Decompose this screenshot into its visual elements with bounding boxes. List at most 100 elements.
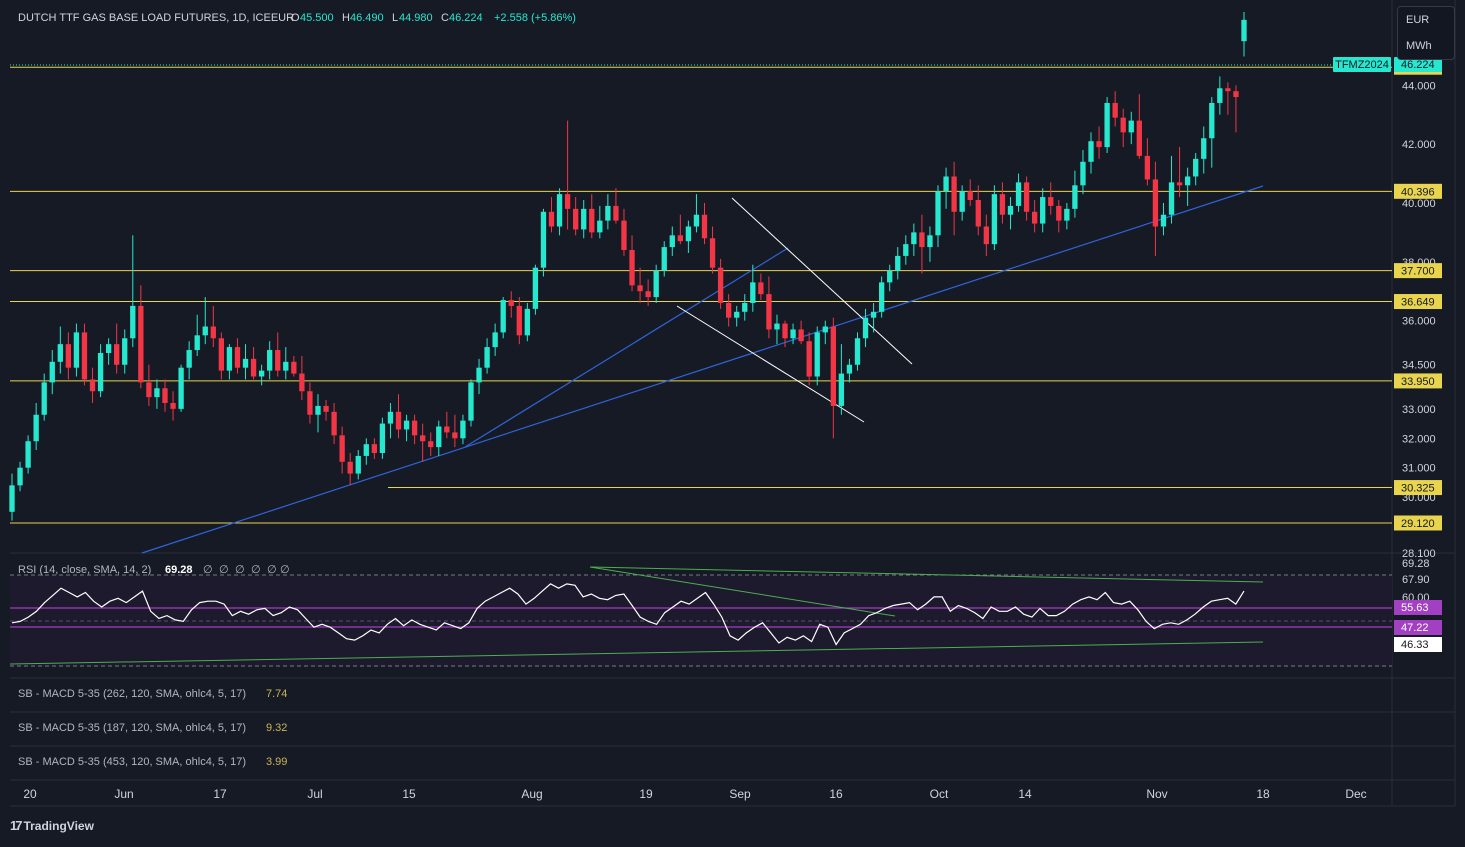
candle-body bbox=[1023, 182, 1030, 212]
candle-body bbox=[267, 350, 273, 371]
candle-body bbox=[605, 205, 611, 221]
candle-body bbox=[146, 382, 152, 398]
channel-line-upper bbox=[731, 197, 913, 365]
candle-body bbox=[1168, 182, 1175, 215]
candle-body bbox=[669, 235, 675, 248]
low-label: L bbox=[392, 12, 398, 24]
candle-body bbox=[532, 267, 539, 309]
candle-body bbox=[822, 326, 828, 333]
rsi-band-tag-upper: 55.63 bbox=[1401, 602, 1429, 614]
rsi-placeholder-1: ∅ bbox=[203, 564, 213, 576]
time-axis-label: Dec bbox=[1345, 787, 1366, 801]
candle-body bbox=[65, 344, 72, 368]
rsi-divergence-line-3 bbox=[9, 641, 1264, 665]
candle-body bbox=[878, 282, 885, 312]
candle-body bbox=[315, 405, 321, 415]
candle-body bbox=[911, 232, 917, 245]
candle-body bbox=[758, 282, 764, 295]
candle-body bbox=[468, 382, 474, 421]
candle-body bbox=[1031, 211, 1038, 224]
candle-body bbox=[967, 191, 973, 201]
candle-body bbox=[226, 347, 233, 371]
candle-body bbox=[436, 426, 442, 448]
candle-body bbox=[299, 373, 305, 392]
candle-body bbox=[460, 420, 466, 439]
close-label: C bbox=[441, 12, 449, 24]
candle-body bbox=[242, 358, 249, 368]
candle-body bbox=[258, 370, 265, 377]
candle-body bbox=[210, 326, 216, 339]
candle-body bbox=[1201, 138, 1207, 159]
candle-body bbox=[1152, 179, 1159, 227]
candle-body bbox=[73, 332, 80, 368]
candle-body bbox=[138, 305, 144, 383]
candle-body bbox=[363, 444, 369, 456]
candle-body bbox=[806, 341, 812, 377]
header-legend: DUTCH TTF GAS BASE LOAD FUTURES, 1D, ICE… bbox=[18, 12, 576, 24]
candle-body bbox=[524, 308, 531, 336]
macd-3-value: 3.99 bbox=[266, 756, 287, 768]
time-axis-label: Jun bbox=[114, 787, 133, 801]
candles bbox=[9, 12, 1247, 521]
candle-body bbox=[1064, 208, 1070, 221]
candle-body bbox=[97, 352, 104, 392]
candle-body bbox=[999, 194, 1006, 215]
candle-body bbox=[403, 420, 410, 430]
rsi-axis-label-2: 67.90 bbox=[1402, 574, 1430, 586]
time-axis[interactable]: 20 Jun 17 Jul 15 Aug 19 Sep 16 Oct 14 Nov 18 Dec bbox=[23, 787, 1366, 801]
candle-body bbox=[540, 211, 547, 268]
price-axis-label: 44.000 bbox=[1402, 80, 1436, 92]
candle-body bbox=[1040, 197, 1046, 224]
candle-body bbox=[661, 247, 667, 271]
candle-body bbox=[790, 329, 796, 339]
rsi-placeholder-3: ∅ bbox=[235, 564, 245, 576]
candle-body bbox=[1015, 182, 1022, 206]
level-tag-bg bbox=[1394, 373, 1442, 389]
candle-body bbox=[1136, 120, 1142, 156]
candle-body bbox=[57, 344, 63, 362]
candle-body bbox=[830, 326, 836, 406]
candle-body bbox=[428, 441, 434, 448]
candle-body bbox=[122, 338, 128, 365]
measure-unit[interactable]: MWh bbox=[1406, 40, 1432, 52]
open-label: O bbox=[291, 12, 300, 24]
candle-body bbox=[581, 208, 587, 230]
rsi-pane bbox=[9, 566, 1392, 667]
open-value: 45.500 bbox=[300, 12, 334, 24]
currency-unit[interactable]: EUR bbox=[1406, 14, 1430, 26]
candle-body bbox=[548, 211, 555, 227]
level-tag-bg bbox=[1394, 294, 1442, 310]
candle-body bbox=[693, 214, 700, 227]
candle-body bbox=[105, 344, 112, 353]
candle-body bbox=[685, 226, 692, 242]
time-axis-label: Oct bbox=[930, 787, 949, 801]
candle-body bbox=[959, 191, 965, 212]
unit-selector[interactable]: EUR MWh bbox=[1397, 6, 1455, 60]
time-axis-label: Jul bbox=[307, 787, 322, 801]
candle-body bbox=[717, 267, 724, 303]
rsi-placeholder-6: ∅ bbox=[280, 564, 290, 576]
price-axis-label: 32.000 bbox=[1402, 433, 1436, 445]
tradingview-name: TradingView bbox=[23, 818, 94, 833]
last-price-tags: TFMZ2024 46.224 bbox=[1333, 57, 1442, 72]
rsi-value: 69.28 bbox=[165, 564, 193, 576]
candle-body bbox=[782, 323, 788, 339]
candle-body bbox=[49, 361, 55, 383]
candle-body bbox=[919, 232, 925, 248]
candle-body bbox=[734, 311, 740, 318]
symbol-title: DUTCH TTF GAS BASE LOAD FUTURES, 1D, ICE… bbox=[18, 12, 294, 24]
candle-body bbox=[371, 444, 378, 453]
level-tag: 30.325 bbox=[1401, 483, 1435, 495]
candle-body bbox=[202, 326, 208, 336]
low-value: 44.980 bbox=[399, 12, 433, 24]
rsi-axis: 69.28 67.90 60.00 55.63 47.22 46.33 bbox=[1394, 558, 1442, 652]
candle-body bbox=[597, 220, 603, 233]
candle-body bbox=[355, 455, 361, 474]
time-axis-label: 20 bbox=[23, 787, 37, 801]
level-tag-bg bbox=[1394, 515, 1442, 531]
price-axis-label: 33.000 bbox=[1402, 404, 1436, 416]
candle-body bbox=[991, 194, 998, 245]
price-axis-label: 31.000 bbox=[1402, 463, 1436, 475]
